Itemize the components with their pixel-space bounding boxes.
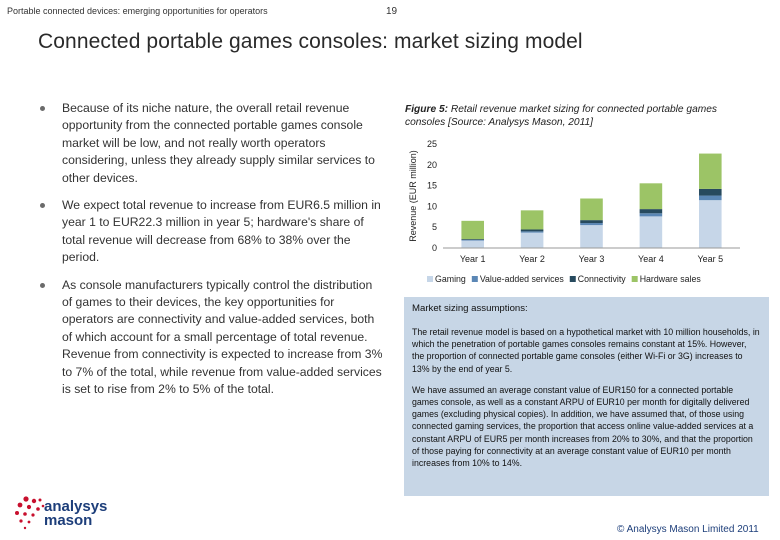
logo-line-1: analysys xyxy=(44,498,108,515)
page-number: 19 xyxy=(386,6,398,17)
bar-segment-connectivity xyxy=(699,188,722,196)
bar-segment-gaming xyxy=(639,216,663,248)
figure-caption-text: Retail revenue market sizing for connect… xyxy=(405,104,718,128)
bar-segment-value-added-services xyxy=(580,223,603,226)
bar-segment-value-added-services xyxy=(520,231,544,233)
bar-segment-value-added-services xyxy=(639,213,663,217)
bullet-dot-icon xyxy=(40,282,45,288)
y-tick-label: 5 xyxy=(432,222,437,232)
legend-swatch xyxy=(631,276,638,282)
logo-wordmark: analysys mason xyxy=(44,498,108,529)
legend-label: Value-added services xyxy=(480,274,565,284)
y-tick-label: 10 xyxy=(427,201,437,211)
logo-line-2: mason xyxy=(44,512,93,529)
bar-segment-hardware-sales xyxy=(639,183,663,210)
y-tick-labels: 0 5 10 15 20 25 xyxy=(427,139,437,253)
page-title: Connected portable games consoles: marke… xyxy=(38,30,583,53)
bar-segment-gaming xyxy=(520,232,544,248)
x-tick-label: Year 5 xyxy=(697,254,723,264)
bar-segment-connectivity xyxy=(520,229,544,232)
y-tick-label: 15 xyxy=(427,181,437,191)
y-tick-label: 20 xyxy=(427,160,437,170)
x-tick-label: Year 1 xyxy=(460,254,486,264)
chart-bars xyxy=(461,153,722,248)
bullet-list: Because of its niche nature, the overall… xyxy=(38,100,383,409)
assumptions-paragraph: We have assumed an average constant valu… xyxy=(412,384,754,469)
bar-segment-connectivity xyxy=(639,209,663,214)
bullet-dot-icon xyxy=(40,106,45,111)
bar-segment-gaming xyxy=(461,240,484,248)
bar-segment-connectivity xyxy=(461,239,484,240)
assumptions-box: Market sizing assumptions: The retail re… xyxy=(404,297,769,496)
bar-segment-gaming xyxy=(580,225,603,248)
analysys-mason-logo-icon xyxy=(15,496,45,530)
bar-segment-hardware-sales xyxy=(520,210,544,230)
x-tick-label: Year 3 xyxy=(579,254,605,264)
legend-swatch xyxy=(569,276,576,282)
bar-segment-hardware-sales xyxy=(580,198,603,221)
chart-legend: Gaming Value-added services Connectivity Ha… xyxy=(427,274,701,284)
y-tick-label: 0 xyxy=(432,243,437,253)
bullet-dot-icon xyxy=(40,203,45,209)
y-tick-label: 25 xyxy=(427,139,437,149)
figure-caption: Figure 5: Retail revenue market sizing f… xyxy=(405,103,750,129)
bar-segment-value-added-services xyxy=(461,239,484,241)
bar-segment-gaming xyxy=(699,200,722,248)
bullet-item: Because of its niche nature, the overall… xyxy=(38,100,383,187)
bullet-text: Because of its niche nature, the overall… xyxy=(62,101,375,185)
legend-swatch xyxy=(427,276,433,282)
bullet-text: We expect total revenue to increase from… xyxy=(62,198,381,265)
bar-segment-connectivity xyxy=(580,220,603,224)
copyright-notice: © Analysys Mason Limited 2011 xyxy=(617,524,759,535)
bar-segment-hardware-sales xyxy=(461,220,484,240)
bullet-text: As console manufacturers typically contr… xyxy=(62,277,383,397)
legend-label: Connectivity xyxy=(578,274,627,284)
bullet-item: We expect total revenue to increase from… xyxy=(38,197,383,267)
y-axis-label: Revenue (EUR million) xyxy=(408,150,418,242)
assumptions-heading: Market sizing assumptions: xyxy=(412,303,528,314)
figure-label: Figure 5: xyxy=(405,104,449,115)
x-tick-labels: Year 1 Year 2 Year 3 Year 4 Year 5 xyxy=(460,254,723,264)
legend-label: Hardware sales xyxy=(640,274,702,284)
bar-segment-value-added-services xyxy=(699,195,722,201)
bullet-item: As console manufacturers typically contr… xyxy=(38,277,383,399)
document-header-title: Portable connected devices: emerging opp… xyxy=(7,6,268,16)
bar-segment-hardware-sales xyxy=(699,153,722,189)
y-axis-title: Revenue (EUR million) xyxy=(408,150,418,242)
x-tick-label: Year 4 xyxy=(638,254,664,264)
legend-label: Gaming xyxy=(435,274,466,284)
assumptions-paragraph: The retail revenue model is based on a h… xyxy=(412,327,760,374)
legend-swatch xyxy=(471,276,478,282)
x-tick-label: Year 2 xyxy=(519,254,545,264)
